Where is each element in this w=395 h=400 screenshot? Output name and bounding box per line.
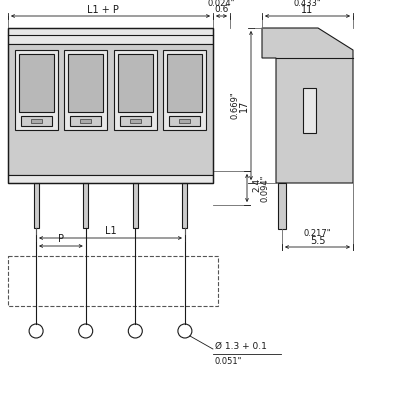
Bar	[15, 50, 58, 130]
Text: Ø 1.3 + 0.1: Ø 1.3 + 0.1	[215, 342, 267, 350]
Bar	[8, 44, 213, 175]
Text: 0.094": 0.094"	[260, 174, 269, 202]
Bar	[21, 116, 52, 126]
Text: 17: 17	[239, 99, 249, 112]
Text: 0.669": 0.669"	[231, 92, 239, 119]
Bar	[303, 88, 316, 133]
Bar	[8, 175, 213, 183]
Bar	[64, 50, 107, 130]
Bar	[31, 119, 41, 123]
Text: L1: L1	[105, 226, 116, 236]
Text: 11: 11	[301, 5, 314, 15]
Bar	[169, 116, 200, 126]
Bar	[8, 28, 213, 183]
Text: 0.217": 0.217"	[304, 230, 331, 238]
Bar	[83, 183, 88, 228]
Bar	[68, 54, 103, 112]
Bar	[130, 119, 141, 123]
Bar	[133, 183, 138, 228]
Bar	[70, 116, 101, 126]
Bar	[8, 28, 213, 44]
Text: 0.433": 0.433"	[294, 0, 321, 8]
Text: 0.6: 0.6	[214, 6, 229, 14]
Bar	[182, 183, 187, 228]
Text: P: P	[58, 234, 64, 244]
Text: 0.024": 0.024"	[208, 0, 235, 8]
Bar	[19, 54, 54, 112]
Text: 2.4: 2.4	[252, 178, 261, 192]
Bar	[278, 183, 286, 229]
Polygon shape	[262, 28, 353, 183]
Bar	[8, 256, 218, 306]
Bar	[118, 54, 153, 112]
Bar	[80, 119, 91, 123]
Bar	[179, 119, 190, 123]
Text: 5.5: 5.5	[310, 236, 325, 246]
Bar	[114, 50, 157, 130]
Bar	[164, 50, 207, 130]
Bar	[120, 116, 151, 126]
Bar	[167, 54, 202, 112]
Text: L1 + P: L1 + P	[87, 5, 118, 15]
Bar	[34, 183, 39, 228]
Text: 0.051": 0.051"	[215, 356, 242, 366]
